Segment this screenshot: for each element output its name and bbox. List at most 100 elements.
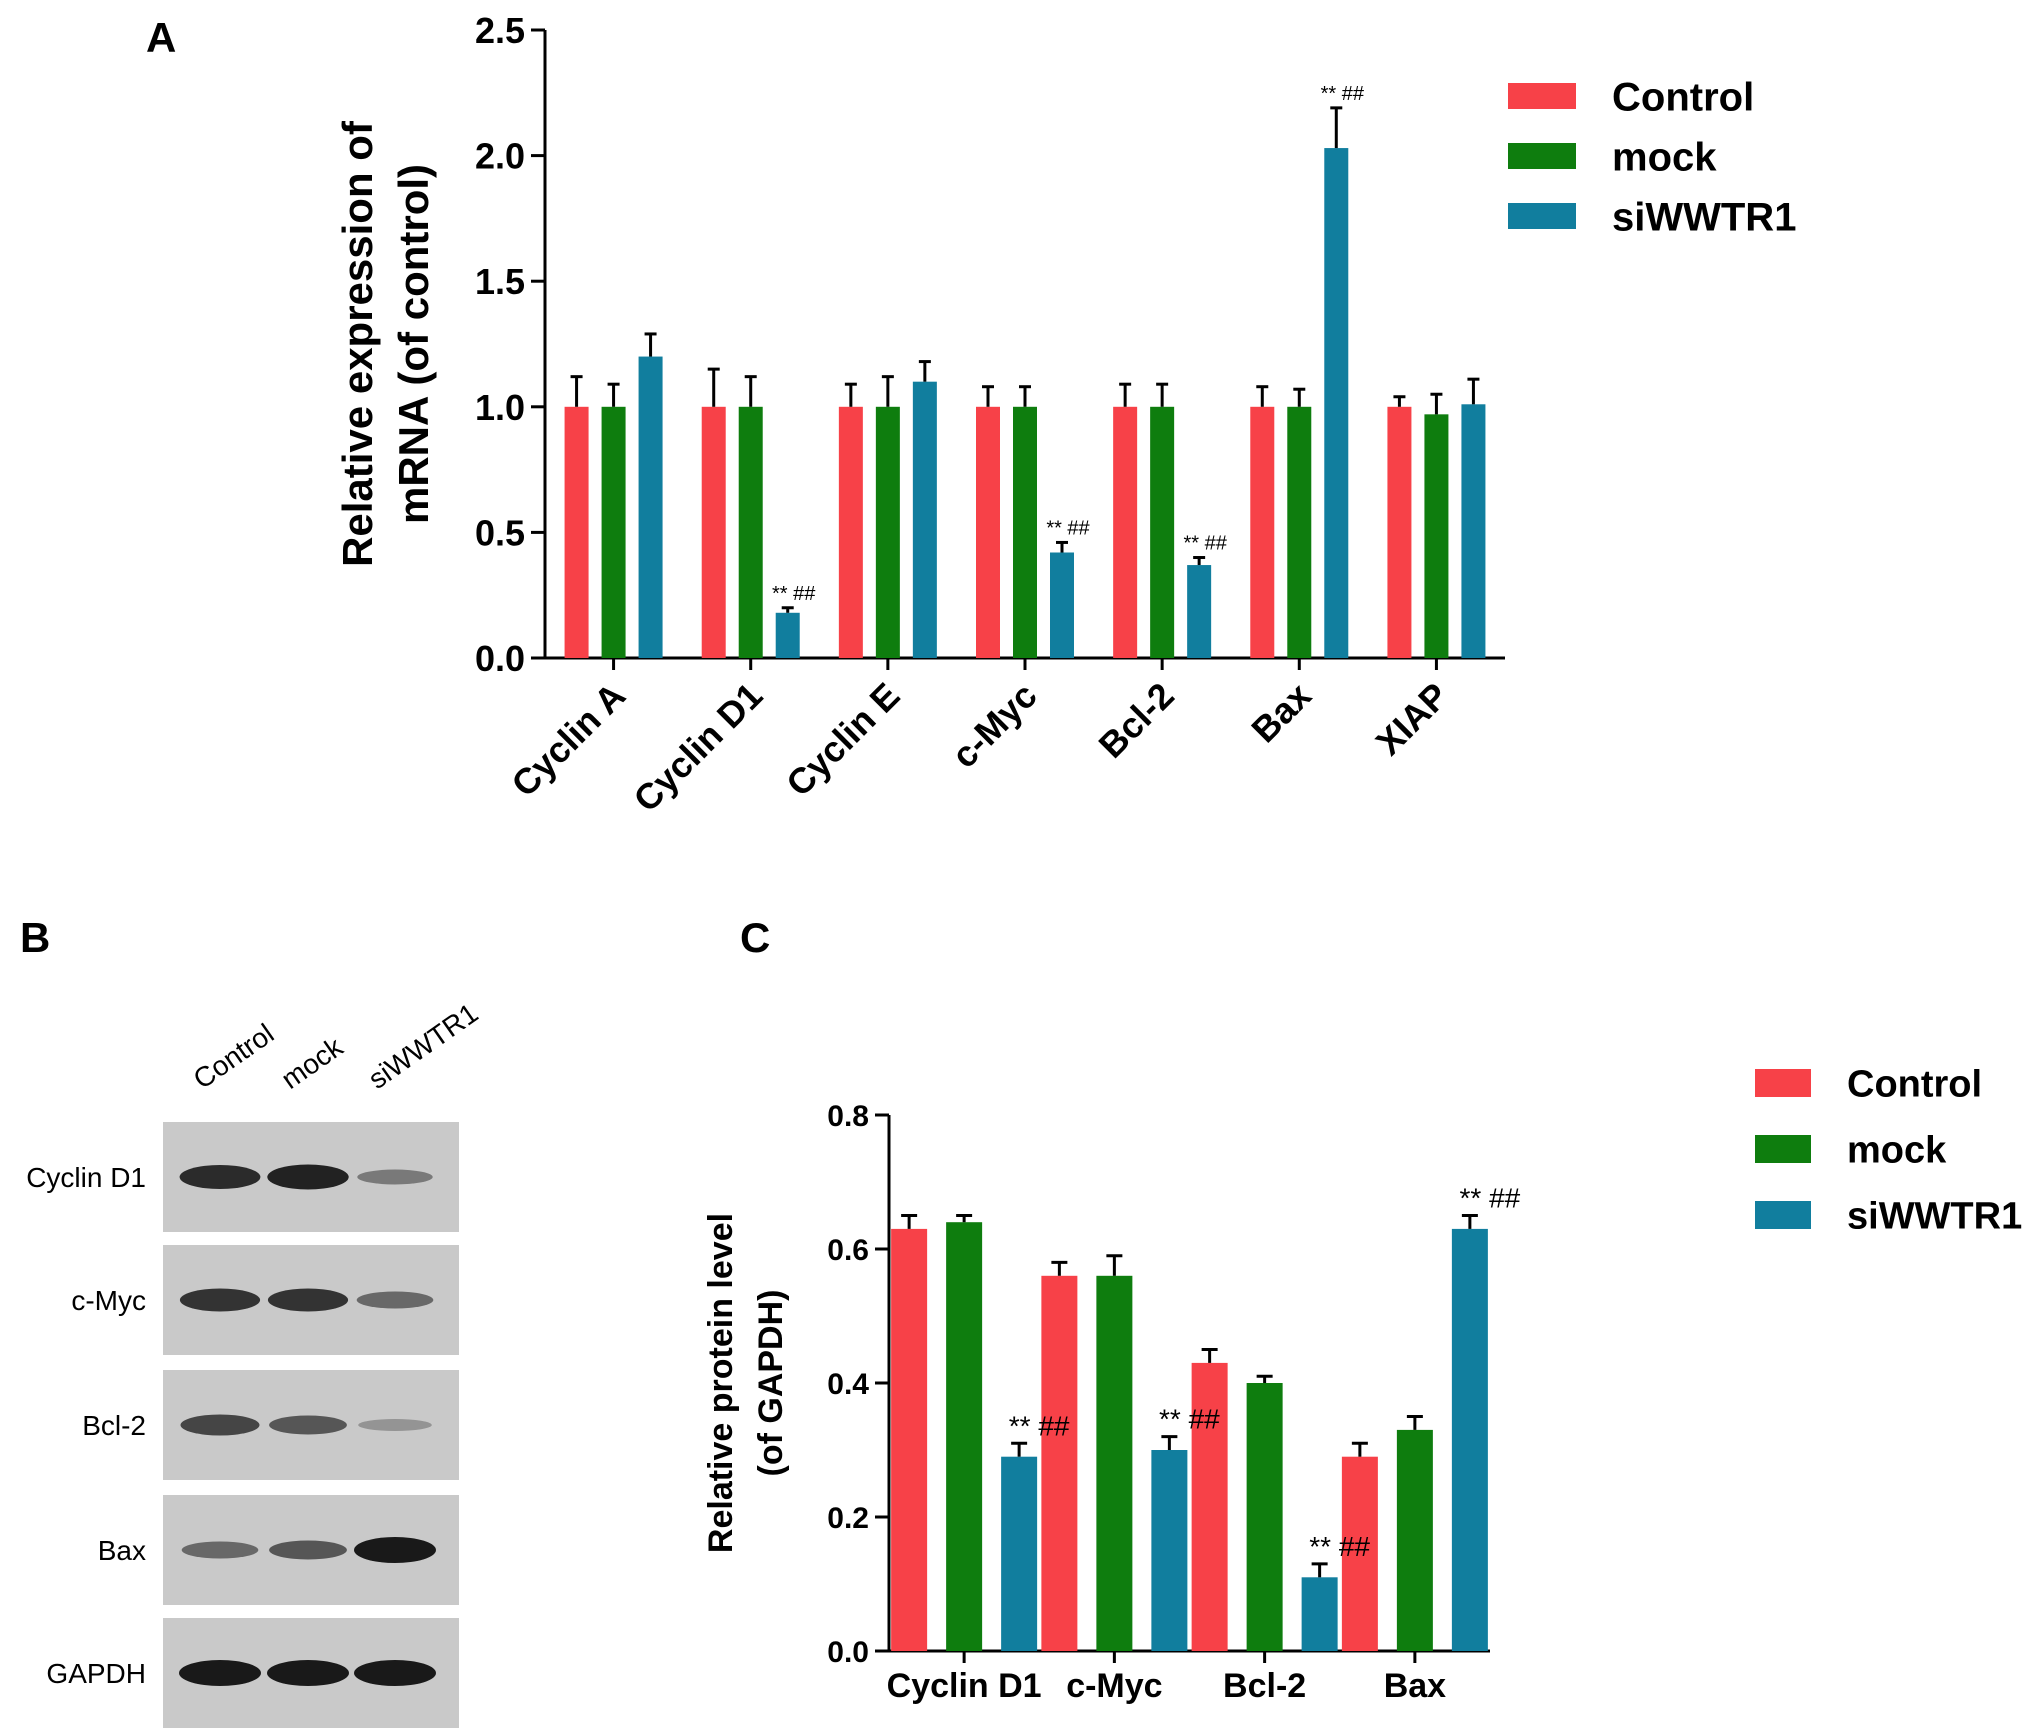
bar-cyclin-d1-mock [738, 406, 763, 658]
bar-bax-mock [1287, 406, 1312, 658]
significance-label: ** ## [1460, 1183, 1521, 1214]
legend-swatch-control [1755, 1069, 1811, 1097]
y-axis-title: Relative expression of [334, 120, 381, 567]
bar-bax-mock [1396, 1429, 1433, 1651]
y-tick-label: 1.0 [475, 387, 525, 428]
blot-band [180, 1414, 260, 1436]
blot-band [354, 1660, 436, 1686]
bar-cyclin-e-control [838, 406, 863, 658]
bar-xiap-control [1387, 406, 1412, 658]
significance-label: ** ## [1009, 1410, 1070, 1441]
legend-swatch-mock [1755, 1135, 1811, 1163]
y-axis-title: (of GAPDH) [752, 1290, 790, 1477]
y-tick-label: 1.5 [475, 261, 525, 302]
blot-row-label: GAPDH [46, 1658, 146, 1689]
bar-cyclin-d1-control [891, 1228, 928, 1651]
blot-band [267, 1660, 349, 1686]
legend-label-siwwtr1: siWWTR1 [1847, 1196, 2022, 1238]
blot-band [267, 1288, 349, 1312]
legend-swatch-control [1508, 83, 1576, 109]
bar-bax-control [1250, 406, 1275, 658]
y-tick-label: 2.5 [475, 10, 525, 51]
legend-label-siwwtr1: siWWTR1 [1612, 195, 1796, 239]
bar-cyclin-e-mock [875, 406, 900, 658]
y-tick-label: 0.5 [475, 512, 525, 553]
y-tick-label: 0.6 [827, 1234, 869, 1267]
bar-cyclin-d1-mock [946, 1222, 983, 1651]
y-tick-label: 0.2 [827, 1502, 869, 1535]
bar-bax-siwwtr1 [1324, 148, 1349, 658]
blot-band [179, 1660, 261, 1686]
bar-xiap-siwwtr1 [1461, 404, 1486, 658]
y-tick-label: 2.0 [475, 136, 525, 177]
x-tick-label: Bcl-2 [1223, 1667, 1306, 1705]
legend-swatch-siwwtr1 [1508, 203, 1576, 229]
bar-cyclin-a-control [564, 406, 589, 658]
bar-bcl-2-siwwtr1 [1301, 1577, 1338, 1651]
blot-row-label: Bax [98, 1535, 146, 1566]
x-tick-label: XIAP [1368, 675, 1456, 763]
legend-label-control: Control [1612, 75, 1754, 119]
blot-band [179, 1165, 261, 1189]
bar-xiap-mock [1424, 414, 1449, 658]
x-tick-label: Cyclin E [778, 675, 907, 804]
x-tick-label: Cyclin A [503, 675, 633, 805]
bar-cyclin-a-siwwtr1 [638, 356, 663, 658]
blot-band [267, 1164, 349, 1190]
significance-label: ** ## [1046, 517, 1090, 539]
bar-bcl-2-mock [1150, 406, 1175, 658]
panel-label-a: A [146, 14, 176, 61]
bar-cyclin-d1-siwwtr1 [1001, 1456, 1038, 1651]
bar-bax-control [1341, 1456, 1378, 1651]
y-tick-label: 0.4 [827, 1368, 869, 1401]
bar-bcl-2-siwwtr1 [1187, 565, 1212, 658]
y-tick-label: 0.0 [827, 1636, 869, 1669]
significance-label: ** ## [1183, 533, 1227, 555]
bar-bcl-2-control [1113, 406, 1138, 658]
bar-cyclin-e-siwwtr1 [912, 381, 937, 658]
x-tick-label: Bax [1243, 675, 1319, 751]
significance-label: ** ## [1309, 1531, 1370, 1562]
bar-bax-siwwtr1 [1451, 1228, 1488, 1651]
bar-cyclin-d1-control [701, 406, 726, 658]
legend-swatch-mock [1508, 143, 1576, 169]
blot-row-label: Cyclin D1 [26, 1162, 146, 1193]
x-tick-label: Bax [1384, 1667, 1446, 1705]
bar-c-myc-mock [1013, 406, 1037, 658]
blot-lane-label: mock [276, 1031, 349, 1095]
bar-cyclin-d1-siwwtr1 [775, 612, 800, 658]
y-tick-label: 0.8 [827, 1100, 869, 1133]
significance-label: ** ## [772, 583, 816, 605]
y-axis-title: Relative protein level [702, 1213, 740, 1553]
bar-bcl-2-control [1191, 1362, 1228, 1651]
x-tick-label: c-Myc [1066, 1667, 1162, 1705]
blot-row-label: c-Myc [71, 1285, 146, 1316]
y-axis-title: mRNA (of control) [390, 164, 437, 524]
blot-band [357, 1169, 433, 1185]
legend-label-control: Control [1847, 1064, 1982, 1106]
bar-c-myc-siwwtr1 [1050, 552, 1074, 658]
chart-c: 0.0 0.2 0.4 0.6 0.8 Relative protein level (of… [702, 1064, 2022, 1705]
chart-a: 0.0 0.5 1.0 1.5 2.0 2.5 Relative expression of… [334, 10, 1796, 820]
legend-swatch-siwwtr1 [1755, 1201, 1811, 1229]
bar-bcl-2-mock [1246, 1383, 1283, 1651]
bar-c-myc-control [976, 406, 1000, 658]
y-tick-label: 0.0 [475, 638, 525, 679]
bar-c-myc-siwwtr1 [1151, 1450, 1188, 1651]
x-tick-label: Cyclin D1 [887, 1667, 1042, 1705]
blot-band [269, 1540, 347, 1560]
legend-label-mock: mock [1612, 135, 1717, 179]
bar-c-myc-mock [1096, 1275, 1133, 1651]
bar-cyclin-a-mock [601, 406, 626, 658]
x-tick-label: Bcl-2 [1091, 675, 1182, 766]
panel-label-b: B [20, 914, 50, 961]
significance-label: ** ## [1321, 83, 1365, 105]
blot-lane-label: Control [188, 1018, 280, 1095]
panel-label-c: C [740, 914, 770, 961]
blot-band [181, 1541, 259, 1559]
x-tick-label: c-Myc [944, 675, 1045, 776]
blot-band [356, 1291, 434, 1309]
bar-c-myc-control [1041, 1275, 1078, 1651]
x-tick-label: Cyclin D1 [625, 675, 770, 820]
